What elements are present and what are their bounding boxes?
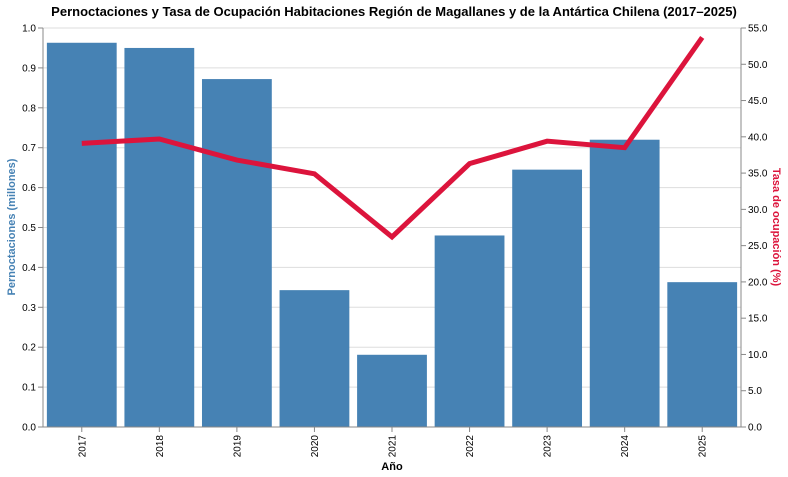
y-left-axis-title: Pernoctaciones (millones) [6, 158, 18, 295]
y-left-tick-label: 0.6 [22, 183, 36, 194]
y-right-axis-title: Tasa de ocupación (%) [770, 168, 782, 287]
y-left-tick-label: 0.0 [22, 423, 36, 434]
bar-2024 [589, 139, 660, 427]
y-left-tick-label: 0.5 [22, 223, 36, 234]
bar-2019 [201, 79, 272, 428]
x-tick-label: 2024 [620, 435, 631, 458]
x-axis-title: Año [381, 461, 403, 473]
y-left-tick-label: 0.9 [22, 63, 36, 74]
bar-2022 [434, 235, 505, 427]
y-right-tick-label: 35.0 [748, 169, 768, 180]
bar-series [46, 42, 738, 428]
x-tick-label: 2020 [310, 435, 321, 458]
y-right-tick-label: 55.0 [748, 24, 768, 35]
x-tick-label: 2025 [698, 435, 709, 458]
y-right-tick-label: 20.0 [748, 277, 768, 288]
x-tick-label: 2022 [465, 435, 476, 458]
bar-2021 [357, 354, 427, 427]
bar-2020 [279, 290, 350, 427]
bar-2017 [46, 42, 117, 427]
line-series [81, 35, 705, 241]
y-right-tick-label: 25.0 [748, 241, 768, 252]
y-right-tick-label: 30.0 [748, 205, 768, 216]
y-right-tick-label: 0.0 [748, 423, 762, 434]
bar-2025 [667, 282, 738, 427]
bar-2018 [124, 47, 195, 427]
x-tick-label: 2023 [543, 435, 554, 458]
y-right-tick-label: 45.0 [748, 96, 768, 107]
y-right-tick-label: 10.0 [748, 350, 768, 361]
y-right-tick-label: 15.0 [748, 314, 768, 325]
y-left-tick-label: 0.2 [22, 343, 36, 354]
bar-2023 [512, 169, 583, 427]
y-left-tick-label: 0.7 [22, 143, 36, 154]
x-tick-label: 2017 [77, 435, 88, 458]
x-tick-label: 2018 [155, 435, 166, 458]
y-right-tick-label: 40.0 [748, 132, 768, 143]
chart-title: Pernoctaciones y Tasa de Ocupación Habit… [51, 4, 737, 19]
y-right-tick-label: 50.0 [748, 60, 768, 71]
y-right-tick-label: 5.0 [748, 386, 762, 397]
y-left-tick-label: 0.1 [22, 383, 36, 394]
y-left-tick-label: 0.4 [22, 263, 36, 274]
x-tick-label: 2019 [232, 435, 243, 458]
x-tick-label: 2021 [388, 435, 399, 458]
y-left-tick-label: 0.8 [22, 103, 36, 114]
y-left-tick-label: 1.0 [22, 24, 36, 35]
y-left-tick-label: 0.3 [22, 303, 36, 314]
axes: 0.0 0.1 0.2 0.3 0.4 0.5 0.6 0.7 0.8 0.9 1.0 0.0 5.0 1… [22, 24, 768, 458]
